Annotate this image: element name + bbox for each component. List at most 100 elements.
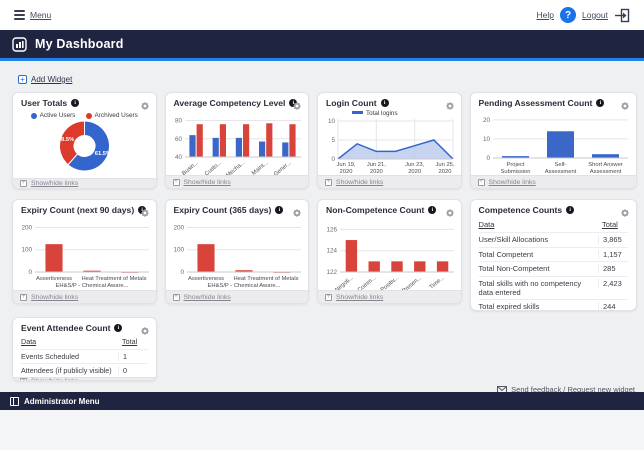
gear-icon[interactable]: [292, 98, 302, 116]
show-hide-icon: +: [172, 178, 180, 186]
widget-event-attendee-count: Event Attendee Count i Data Total Events S…: [12, 317, 157, 381]
admin-menu-bar[interactable]: Administrator Menu: [0, 392, 644, 410]
svg-text:200: 200: [174, 224, 185, 231]
info-icon[interactable]: i: [596, 99, 605, 107]
gear-icon[interactable]: [140, 323, 150, 341]
gear-icon[interactable]: [445, 98, 455, 116]
info-icon[interactable]: i: [289, 99, 298, 107]
widget-title: Competence Counts: [478, 205, 563, 215]
widget-title: Expiry Count (next 90 days): [21, 205, 135, 215]
widget-title: Non-Competence Count: [326, 205, 425, 215]
show-hide-label: Show/hide links: [336, 178, 384, 186]
add-widget-button[interactable]: + Add Widget: [18, 75, 72, 84]
legend-item[interactable]: Archived Users: [85, 112, 138, 119]
help-icon[interactable]: ?: [560, 7, 576, 23]
gear-icon[interactable]: [620, 205, 630, 223]
show-hide-links[interactable]: + Show/hide links: [13, 290, 156, 303]
pending-assessment-bar-chart: 0 10 20 Project Submission Self- Assessment Sho…: [471, 109, 636, 175]
show-hide-links[interactable]: + Show/hide links: [13, 178, 156, 188]
expiry-365-bar-chart: 0 100 200 Assertiveness EH&S/P - Chemical Aw…: [166, 216, 309, 290]
info-icon[interactable]: i: [380, 99, 389, 107]
competence-counts-table: Data Total User/Skill Allocations 3,865 Tota…: [471, 216, 636, 310]
column-header-total[interactable]: Total: [601, 220, 618, 229]
svg-text:122: 122: [326, 269, 337, 276]
table-row: Total Non-Competent 285: [478, 262, 628, 277]
widget-competence-counts: Competence Counts i Data Total User/Skill …: [469, 199, 637, 311]
svg-text:Assessment: Assessment: [545, 169, 577, 175]
svg-text:100: 100: [174, 247, 185, 254]
gear-icon[interactable]: [620, 98, 630, 116]
widget-row-1: User Totals i Active Users Archived Users…: [12, 92, 637, 189]
row-label: Events Scheduled: [21, 352, 79, 361]
send-feedback-link[interactable]: Send feedback / Request new widget: [497, 385, 635, 392]
logout-link[interactable]: Logout: [582, 10, 608, 20]
help-link[interactable]: Help: [536, 10, 554, 20]
show-hide-label: Show/hide links: [488, 178, 536, 186]
svg-text:EH&S/P - Chemical Aware...: EH&S/P - Chemical Aware...: [55, 283, 128, 289]
svg-text:Self-: Self-: [555, 162, 567, 168]
show-hide-icon: +: [20, 180, 27, 187]
admin-menu-icon: [10, 396, 19, 406]
table-header-row: Data Total: [21, 335, 148, 350]
logout-icon[interactable]: [614, 8, 630, 23]
gear-icon[interactable]: [140, 98, 150, 116]
table-header-row: Data Total: [478, 218, 628, 234]
gear-icon[interactable]: [292, 205, 302, 223]
svg-text:10: 10: [483, 136, 491, 143]
row-value: 3,865: [597, 235, 628, 245]
svg-text:5: 5: [331, 137, 335, 144]
gear-icon[interactable]: [140, 205, 150, 223]
column-header-data[interactable]: Data: [478, 220, 495, 229]
svg-text:0: 0: [331, 156, 335, 163]
widget-login-count: Login Count i Jun 19, 2020 Jun 21, 2020 Jun …: [317, 92, 462, 189]
svg-text:60: 60: [175, 136, 183, 143]
info-icon[interactable]: i: [566, 206, 575, 214]
svg-text:2020: 2020: [408, 169, 421, 175]
column-header-data[interactable]: Data: [21, 337, 37, 346]
svg-text:Jun 23,: Jun 23,: [405, 162, 424, 168]
row-label: Total skills with no competency data ent…: [478, 278, 582, 297]
gear-icon[interactable]: [445, 205, 455, 223]
info-icon[interactable]: i: [428, 206, 437, 214]
row-label: Attendees (if publicly visible): [21, 366, 112, 375]
show-hide-links[interactable]: + Show/hide links: [13, 377, 156, 380]
show-hide-links[interactable]: + Show/hide links: [165, 175, 309, 188]
legend-swatch: [30, 112, 37, 119]
info-icon[interactable]: i: [114, 324, 123, 332]
svg-text:Time...: Time...: [428, 275, 446, 290]
show-hide-icon: +: [477, 178, 485, 186]
show-hide-icon: +: [325, 178, 333, 186]
svg-text:Project: Project: [507, 162, 525, 168]
svg-text:Presen...: Presen...: [401, 275, 423, 290]
info-icon[interactable]: i: [275, 206, 284, 214]
svg-text:Jun 25,: Jun 25,: [435, 162, 454, 168]
svg-text:Submission: Submission: [501, 169, 531, 175]
menu-button[interactable]: Menu: [14, 10, 51, 20]
show-hide-label: Show/hide links: [31, 293, 79, 301]
legend-item[interactable]: Active Users: [30, 112, 76, 119]
widget-average-competency-level: Average Competency Level i 40 60 80 Busin..…: [164, 92, 310, 189]
show-hide-links[interactable]: + Show/hide links: [318, 175, 461, 188]
column-header-total[interactable]: Total: [122, 337, 138, 346]
table-row: User/Skill Allocations 3,865: [478, 233, 628, 248]
hamburger-icon: [14, 10, 25, 20]
svg-text:10: 10: [328, 118, 336, 125]
svg-text:Jun 19,: Jun 19,: [336, 162, 355, 168]
show-hide-links[interactable]: + Show/hide links: [470, 175, 636, 188]
show-hide-links[interactable]: + Show/hide links: [165, 290, 309, 303]
row-value: 1: [118, 352, 148, 361]
page-title: My Dashboard: [35, 37, 124, 51]
content-area: + Add Widget User Totals i Active Users A…: [0, 61, 644, 392]
widget-non-competence-count: Non-Competence Count i 122 124 126 Negoti..…: [317, 199, 462, 304]
row-value: 1,157: [597, 249, 628, 259]
svg-text:20: 20: [483, 117, 491, 124]
svg-text:Total logins: Total logins: [366, 110, 398, 117]
show-hide-icon: +: [20, 293, 27, 301]
show-hide-label: Show/hide links: [183, 178, 231, 186]
show-hide-label: Show/hide links: [31, 180, 79, 187]
show-hide-links[interactable]: + Show/hide links: [318, 290, 461, 303]
svg-text:124: 124: [326, 248, 337, 255]
info-icon[interactable]: i: [138, 206, 147, 214]
info-icon[interactable]: i: [71, 99, 80, 107]
